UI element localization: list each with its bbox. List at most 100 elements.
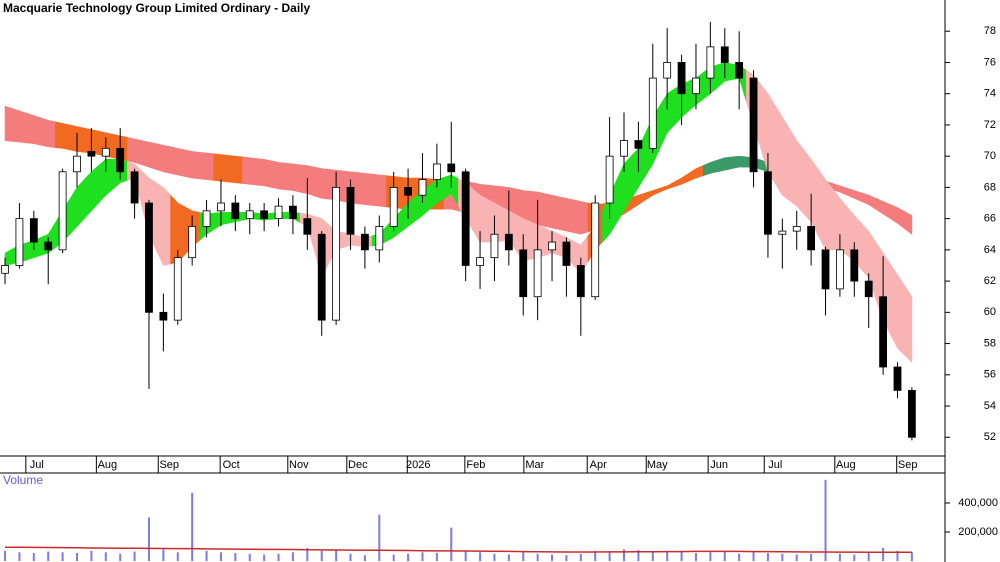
candle-body	[692, 77, 700, 95]
volume-average	[5, 546, 912, 554]
candle-body	[562, 241, 571, 266]
volume-bar	[119, 553, 122, 561]
candle-body	[29, 218, 38, 243]
candle-body	[634, 140, 643, 149]
ribbon-segment	[40, 117, 56, 148]
volume-bar	[450, 527, 453, 561]
x-tick-label: Apr	[590, 459, 607, 471]
volume-bar	[910, 552, 913, 561]
candle-body	[533, 249, 542, 298]
y-tick-label: 74	[984, 88, 996, 100]
volume-bar	[694, 553, 697, 561]
ribbon-segment	[256, 158, 272, 188]
y-tick-label: 70	[984, 150, 996, 162]
volume-bar	[18, 552, 21, 561]
volume-bar	[133, 551, 136, 561]
candle-body	[792, 226, 801, 232]
candle-body	[87, 151, 96, 157]
volume-bar	[32, 553, 35, 561]
ribbon-segment	[558, 196, 574, 234]
volume-bar	[709, 552, 712, 561]
volume-bar	[651, 552, 654, 561]
ribbon-segment	[11, 108, 27, 144]
candle-body	[778, 230, 787, 235]
candle-body	[159, 311, 168, 321]
y-tick-label: 64	[984, 244, 996, 256]
volume-bar	[507, 554, 510, 561]
candle-body	[821, 249, 830, 290]
volume-bar	[896, 550, 899, 561]
x-tick-label: Jul	[30, 459, 44, 471]
ribbon-segment	[904, 211, 913, 235]
candle-body	[576, 265, 585, 298]
candle-body	[202, 210, 211, 227]
candle-body	[591, 202, 600, 298]
volume-bar	[579, 553, 582, 561]
volume-bar	[320, 550, 323, 561]
candle-body	[605, 155, 614, 204]
y-tick-label: 62	[984, 275, 996, 287]
ribbon-segment	[4, 105, 13, 142]
volume-bar	[291, 552, 294, 561]
volume-bar	[90, 550, 93, 561]
candle-body	[101, 147, 110, 157]
volume-bar	[248, 553, 251, 561]
volume-title: Volume	[3, 473, 43, 487]
volume-bar	[234, 553, 237, 561]
volume-bar	[162, 549, 165, 561]
candle-body	[836, 249, 844, 290]
ribbon-segment	[213, 153, 229, 183]
candle-body	[519, 249, 528, 298]
volume-bar	[766, 553, 769, 561]
x-tick-label: Aug	[98, 459, 118, 471]
candle-body	[504, 233, 513, 251]
volume-bar	[867, 553, 870, 561]
volume-bar	[76, 553, 79, 561]
ribbon-segment	[544, 193, 560, 230]
candle-body	[735, 62, 744, 79]
volume-bar	[882, 547, 885, 561]
y-tick-label: 72	[984, 119, 996, 131]
volume-bar	[738, 553, 741, 561]
ribbon-segment	[904, 284, 913, 364]
candle-body	[404, 186, 412, 196]
candle-body	[706, 46, 715, 79]
volume-bar	[810, 553, 813, 561]
candle-body	[677, 62, 686, 95]
volume-bar	[536, 553, 539, 561]
candle-body	[807, 226, 816, 251]
candle-body	[663, 62, 672, 79]
candle-body	[346, 186, 355, 235]
volume-bar	[363, 555, 366, 561]
volume-bar	[594, 550, 597, 561]
ribbon-segment	[285, 162, 301, 193]
candle-body	[130, 171, 139, 204]
candle-body	[231, 202, 240, 220]
volume-bar	[464, 550, 467, 561]
candle-body	[245, 210, 254, 220]
volume-bar	[219, 552, 222, 561]
candle-body	[188, 226, 197, 259]
candle-body	[317, 233, 326, 321]
volume-bar	[191, 492, 194, 561]
ribbon-segment	[242, 156, 258, 186]
candle-body	[648, 77, 657, 149]
volume-bar	[392, 554, 395, 561]
x-tick-label: Oct	[223, 459, 240, 471]
candle-body	[289, 205, 297, 220]
candle-body	[303, 218, 312, 235]
volume-bar	[551, 554, 554, 561]
candle-body	[720, 46, 729, 63]
y-tick-label: 54	[984, 400, 996, 412]
candle-body	[476, 257, 484, 266]
volume-bar	[752, 552, 755, 561]
volume-bar	[407, 553, 410, 561]
x-tick-label: Jun	[710, 459, 728, 471]
candle-body	[332, 186, 341, 321]
candle-body	[764, 171, 772, 235]
y-tick-label: 78	[984, 25, 996, 37]
candle-body	[907, 390, 916, 438]
x-tick-label: Mar	[525, 459, 544, 471]
volume-bar	[637, 550, 640, 561]
volume-bar	[205, 550, 208, 561]
